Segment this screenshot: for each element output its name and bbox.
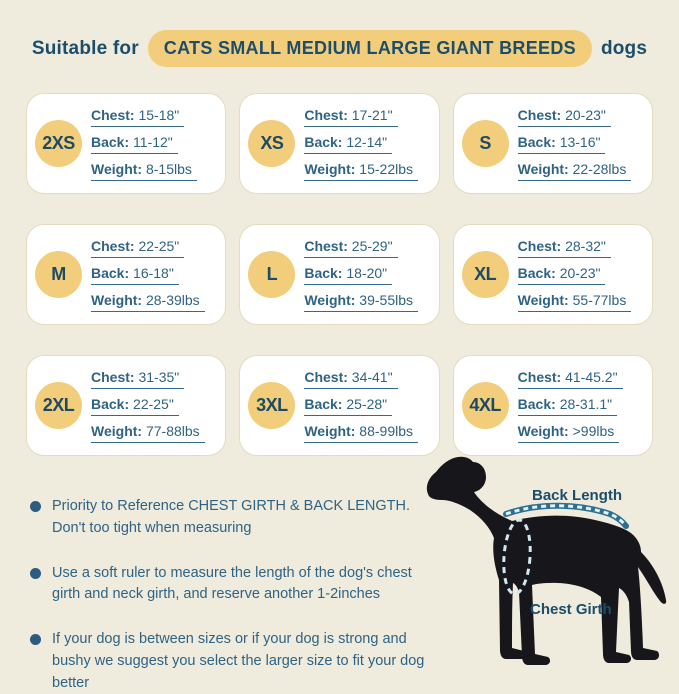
size-badge: 2XS <box>35 120 82 167</box>
size-badge: 4XL <box>461 382 509 429</box>
size-badge: L <box>248 251 296 298</box>
size-specs: Chest: 28-32" Back: 20-23" Weight: 55-77… <box>517 238 632 312</box>
size-card-xl: XL Chest: 28-32" Back: 20-23" Weight: 55… <box>452 224 653 325</box>
chest-spec: Chest: 25-29" <box>304 238 398 258</box>
bullet-icon <box>30 567 41 579</box>
weight-spec: Weight: >99lbs <box>517 423 620 443</box>
chest-spec: Chest: 22-25" <box>91 238 185 258</box>
size-specs: Chest: 20-23" Back: 13-16" Weight: 22-28… <box>517 107 632 181</box>
note-item: Use a soft ruler to measure the length o… <box>30 563 438 607</box>
size-badge: M <box>35 251 82 298</box>
weight-spec: Weight: 39-55lbs <box>304 292 418 312</box>
size-card-l: L Chest: 25-29" Back: 18-20" Weight: 39-… <box>239 224 440 325</box>
size-badge: 3XL <box>248 382 296 429</box>
size-card-2xl: 2XL Chest: 31-35" Back: 22-25" Weight: 7… <box>26 355 227 456</box>
size-card-m: M Chest: 22-25" Back: 16-18" Weight: 28-… <box>26 224 227 325</box>
back-spec: Back: 25-28" <box>304 396 393 416</box>
note-text: Priority to Reference CHEST GIRTH & BACK… <box>52 498 411 536</box>
weight-spec: Weight: 15-22lbs <box>304 161 418 181</box>
bullet-icon <box>30 501 41 512</box>
back-spec: Back: 16-18" <box>91 265 179 285</box>
chest-spec: Chest: 20-23" <box>517 107 611 127</box>
title-breeds-highlight: CATS SMALL MEDIUM LARGE GIANT BREEDS <box>147 30 592 67</box>
title-suffix: dogs <box>600 37 648 59</box>
size-card-4xl: 4XL Chest: 41-45.2" Back: 28-31.1" Weigh… <box>452 355 653 456</box>
weight-spec: Weight: 55-77lbs <box>517 292 632 312</box>
dog-silhouette <box>426 456 667 665</box>
chest-girth-loop <box>502 518 532 596</box>
size-card-3xl: 3XL Chest: 34-41" Back: 25-28" Weight: 8… <box>239 355 440 456</box>
note-text: Use a soft ruler to measure the length o… <box>52 564 412 603</box>
back-spec: Back: 20-23" <box>517 265 606 285</box>
bullet-icon <box>30 634 41 645</box>
size-card-xs: XS Chest: 17-21" Back: 12-14" Weight: 15… <box>239 93 440 194</box>
chest-spec: Chest: 15-18" <box>91 107 185 127</box>
note-item: Priority to Reference CHEST GIRTH & BACK… <box>30 496 438 540</box>
chest-spec: Chest: 31-35" <box>91 369 185 389</box>
size-badge: XL <box>461 251 509 298</box>
chest-spec: Chest: 17-21" <box>304 107 398 127</box>
note-text: If your dog is between sizes or if your … <box>52 631 425 691</box>
size-specs: Chest: 25-29" Back: 18-20" Weight: 39-55… <box>304 238 418 312</box>
note-item: If your dog is between sizes or if your … <box>30 629 438 694</box>
back-spec: Back: 11-12" <box>91 134 178 154</box>
size-specs: Chest: 22-25" Back: 16-18" Weight: 28-39… <box>91 238 205 312</box>
measuring-notes: Priority to Reference CHEST GIRTH & BACK… <box>30 496 438 694</box>
size-specs: Chest: 34-41" Back: 25-28" Weight: 88-99… <box>304 369 418 443</box>
chest-spec: Chest: 34-41" <box>304 369 398 389</box>
dog-silhouette-illustration: Back Length Chest Girth <box>426 456 667 665</box>
weight-spec: Weight: 28-39lbs <box>91 292 205 312</box>
weight-spec: Weight: 77-88lbs <box>91 423 205 443</box>
back-spec: Back: 28-31.1" <box>517 396 618 416</box>
chest-spec: Chest: 28-32" <box>517 238 611 258</box>
back-length-tape-dashes <box>505 504 628 527</box>
size-badge: 2XL <box>35 382 82 429</box>
size-badge: XS <box>248 120 296 167</box>
title-prefix: Suitable for <box>31 37 139 59</box>
weight-spec: Weight: 22-28lbs <box>517 161 632 181</box>
weight-spec: Weight: 8-15lbs <box>91 161 197 181</box>
dog-measurement-diagram: Back Length Chest Girth <box>420 452 679 679</box>
back-spec: Back: 12-14" <box>304 134 393 154</box>
size-card-s: S Chest: 20-23" Back: 13-16" Weight: 22-… <box>452 93 653 194</box>
size-grid: 2XS Chest: 15-18" Back: 11-12" Weight: 8… <box>26 93 653 456</box>
back-spec: Back: 18-20" <box>304 265 393 285</box>
size-specs: Chest: 41-45.2" Back: 28-31.1" Weight: >… <box>517 369 623 443</box>
size-badge: S <box>461 120 509 167</box>
chest-girth-label: Chest Girth <box>530 601 612 618</box>
page-title: Suitable for CATS SMALL MEDIUM LARGE GIA… <box>0 0 679 67</box>
back-spec: Back: 22-25" <box>91 396 179 416</box>
size-specs: Chest: 31-35" Back: 22-25" Weight: 77-88… <box>91 369 205 443</box>
back-length-label: Back Length <box>532 487 622 504</box>
size-card-2xs: 2XS Chest: 15-18" Back: 11-12" Weight: 8… <box>26 93 227 194</box>
chest-spec: Chest: 41-45.2" <box>517 369 623 389</box>
weight-spec: Weight: 88-99lbs <box>304 423 418 443</box>
size-specs: Chest: 15-18" Back: 11-12" Weight: 8-15l… <box>91 107 197 181</box>
size-specs: Chest: 17-21" Back: 12-14" Weight: 15-22… <box>304 107 418 181</box>
back-spec: Back: 13-16" <box>517 134 606 154</box>
